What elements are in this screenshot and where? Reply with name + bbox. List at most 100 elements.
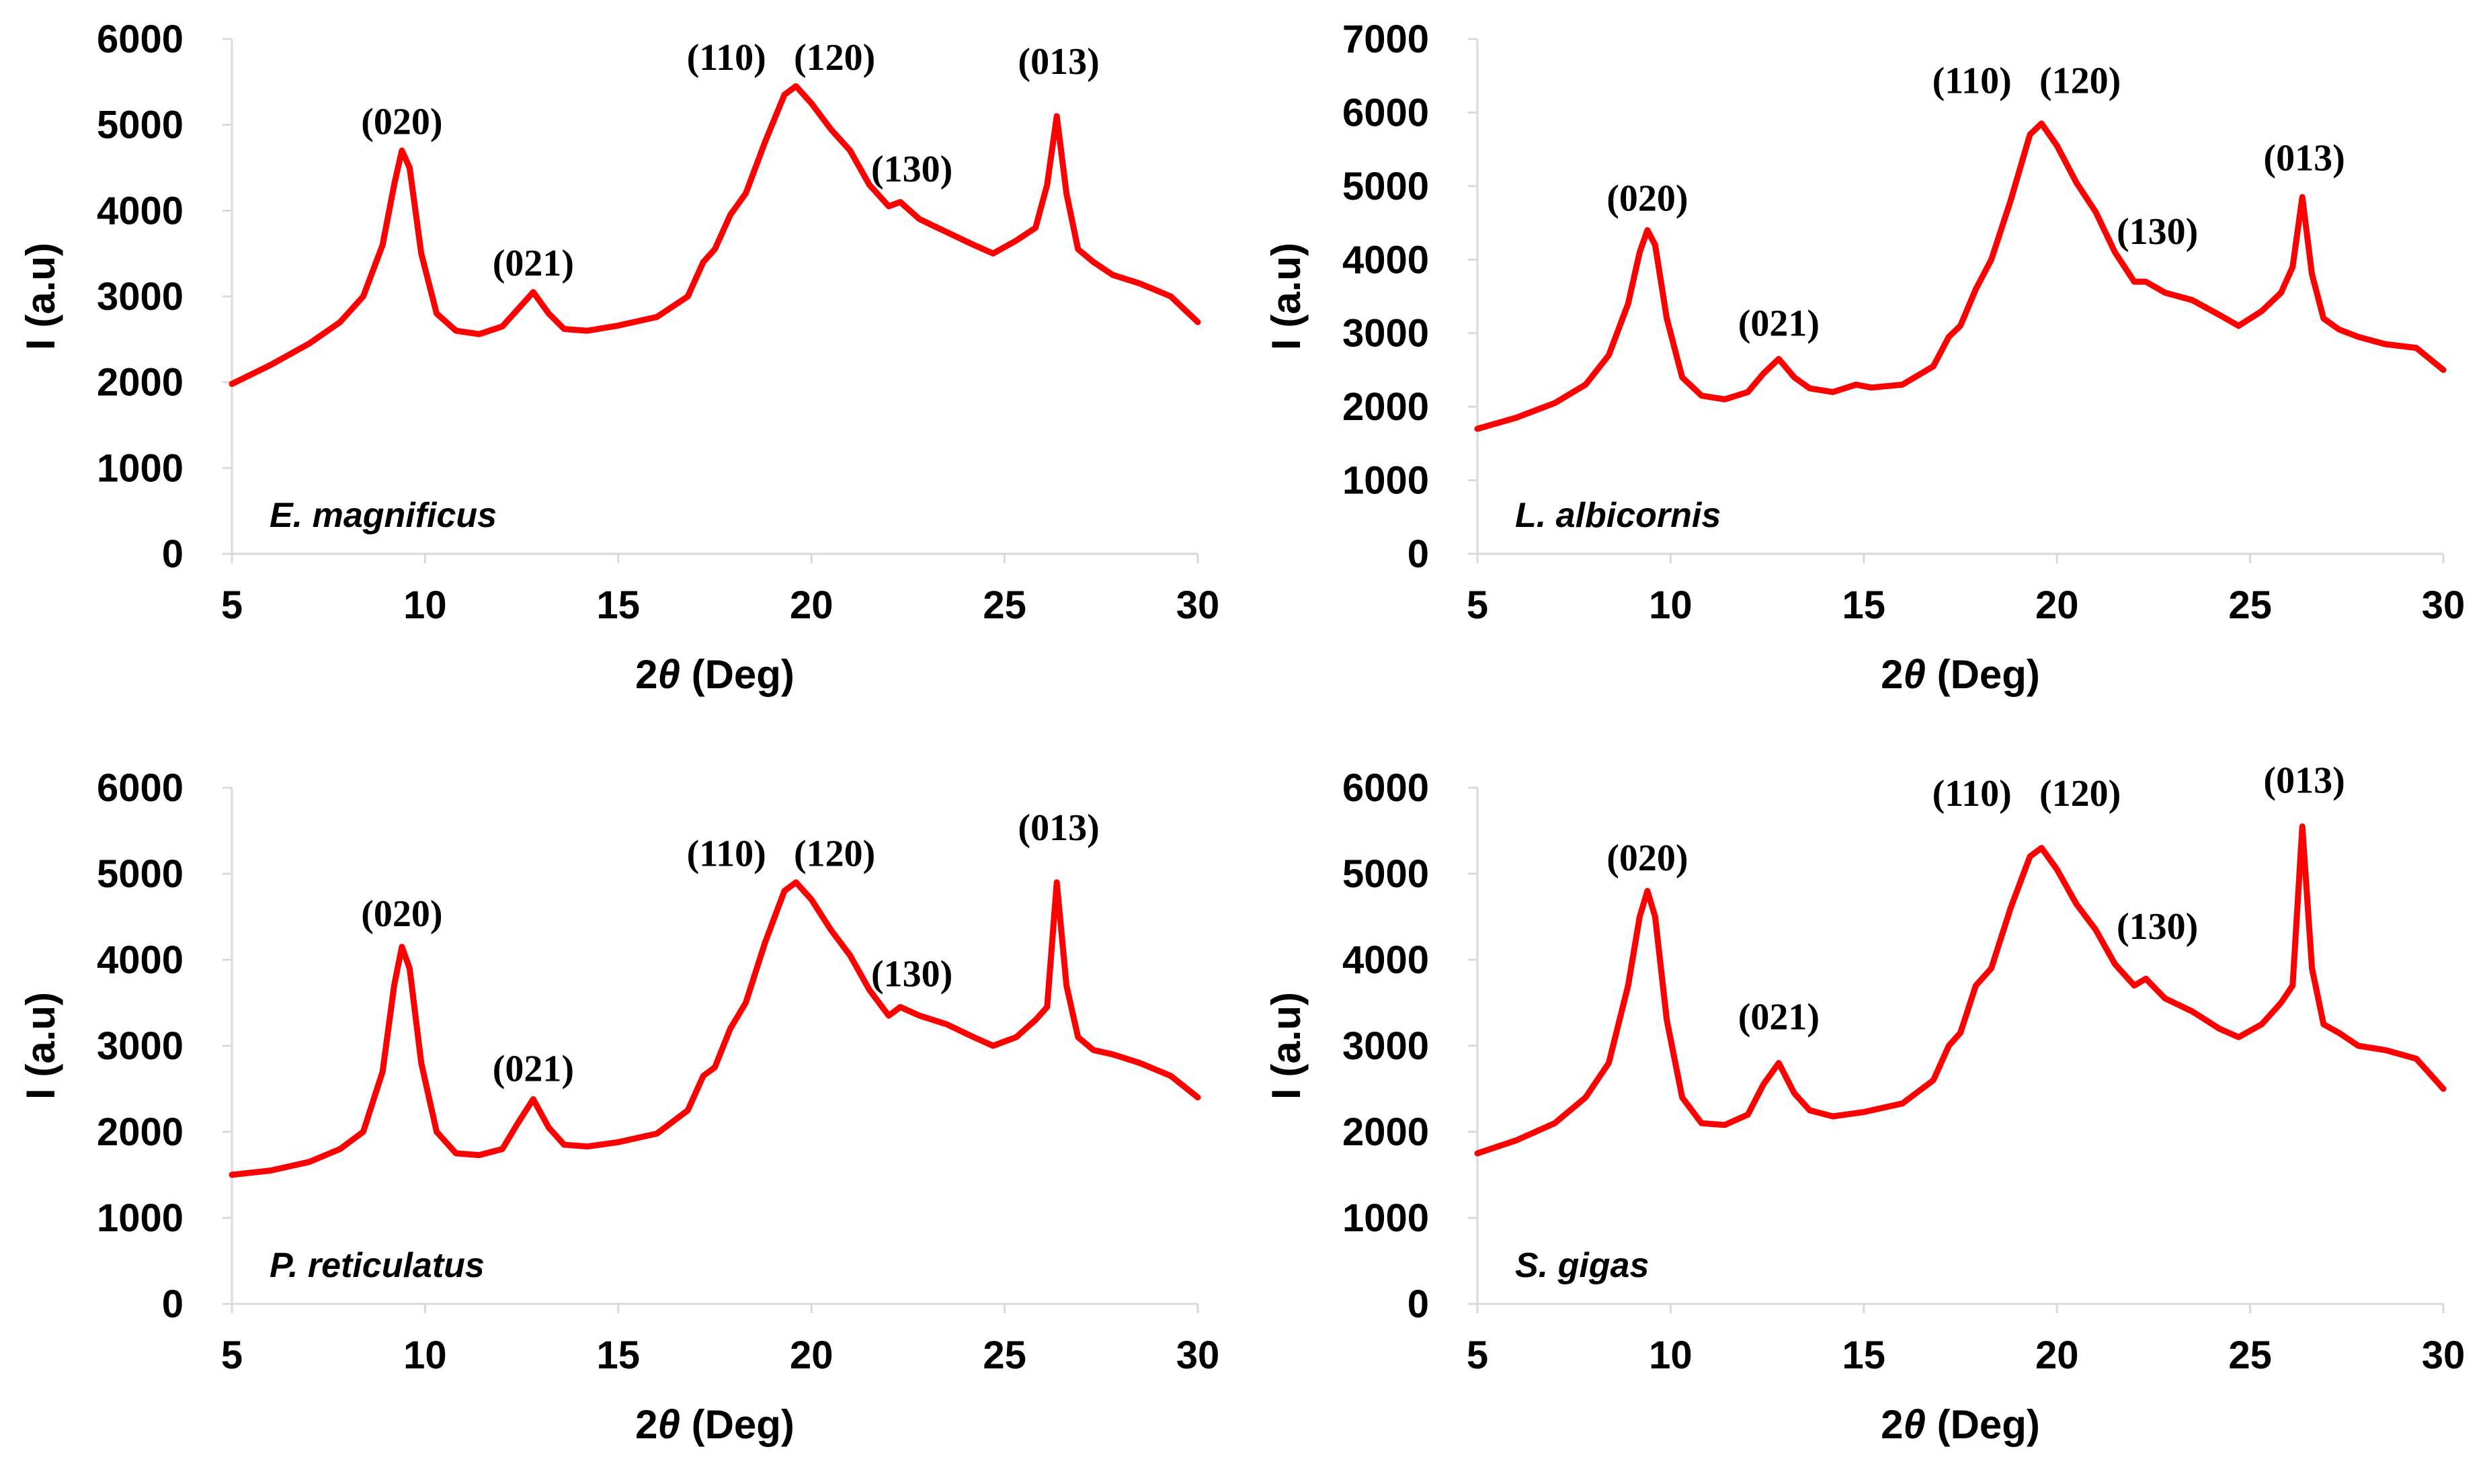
y-tick-label: 1000	[1342, 459, 1429, 503]
x-tick-label: 20	[790, 583, 833, 627]
peak-annotation: (013)	[2263, 137, 2345, 179]
peak-annotation: (013)	[1018, 807, 1099, 849]
x-axis-title-prefix: 2	[635, 1402, 657, 1447]
chart-panel-bottom-right: 0 1000 2000 3000 4000 5000 6000 5 10 15 20 25 30 2θ (…	[1264, 760, 2465, 1447]
x-axis-title-symbol: θ	[657, 652, 680, 697]
x-tick-label: 5	[1467, 583, 1488, 627]
y-tick-label: 0	[162, 1282, 184, 1326]
sample-label: S. gigas	[1515, 1246, 1649, 1285]
y-tick-label: 0	[162, 532, 184, 576]
x-tick-label: 15	[597, 583, 641, 627]
peak-annotation: (020)	[1606, 837, 1688, 879]
y-tick-label: 3000	[1342, 312, 1429, 356]
peak-annotation: (021)	[493, 1048, 574, 1089]
x-axis-title: 2θ (Deg)	[1881, 652, 2040, 697]
y-tick-label: 5000	[97, 852, 184, 896]
peak-annotation: (110)	[1932, 60, 2012, 101]
y-tick-label: 3000	[97, 1024, 184, 1068]
x-axis-title-prefix: 2	[635, 652, 657, 697]
x-axis-title: 2θ (Deg)	[1881, 1402, 2040, 1447]
peak-annotation: (120)	[2039, 60, 2121, 101]
y-tick-label: 4000	[1342, 938, 1429, 982]
y-tick-label: 3000	[97, 275, 184, 319]
x-tick-label: 10	[403, 1333, 447, 1377]
x-axis-title-suffix: (Deg)	[680, 1402, 795, 1447]
x-tick-label: 5	[221, 583, 243, 627]
y-axis-title: I (a.u)	[18, 243, 63, 350]
peak-annotation: (120)	[794, 833, 875, 874]
chart-panel-top-right: 0 1000 2000 3000 4000 5000 6000 7000 5 10 15 20 25 30…	[1264, 17, 2465, 697]
peak-annotation: (130)	[2117, 211, 2198, 253]
peak-annotation: (013)	[2263, 760, 2345, 802]
x-axis-title: 2θ (Deg)	[635, 1402, 795, 1447]
y-tick-label: 0	[1408, 1282, 1429, 1326]
peak-annotation: (013)	[1018, 41, 1099, 83]
x-tick-label: 10	[1649, 1333, 1693, 1377]
x-tick-label: 30	[1176, 583, 1220, 627]
peak-annotation: (130)	[871, 149, 952, 190]
x-tick-label: 5	[221, 1333, 243, 1377]
x-tick-label: 25	[983, 1333, 1026, 1377]
sample-label: P. reticulatus	[270, 1246, 485, 1285]
y-tick-label: 5000	[1342, 852, 1429, 896]
peak-annotation: (021)	[1738, 303, 1820, 345]
peak-annotation: (130)	[871, 954, 952, 995]
peak-annotation: (110)	[687, 37, 766, 79]
y-tick-label: 2000	[1342, 1110, 1429, 1154]
x-tick-label: 20	[790, 1333, 833, 1377]
peak-annotation: (120)	[2039, 773, 2121, 815]
x-axis-title-symbol: θ	[1903, 1402, 1925, 1447]
y-tick-label: 6000	[1342, 766, 1429, 810]
y-tick-label: 4000	[1342, 238, 1429, 282]
x-tick-label: 15	[1842, 583, 1886, 627]
peak-annotation: (021)	[1738, 997, 1820, 1038]
y-tick-label: 6000	[97, 766, 184, 810]
x-axis-title-prefix: 2	[1881, 1402, 1903, 1447]
x-tick-label: 15	[1842, 1333, 1886, 1377]
x-axis-title-symbol: θ	[657, 1402, 680, 1447]
y-tick-label: 0	[1408, 532, 1429, 576]
y-tick-label: 7000	[1342, 17, 1429, 61]
x-axis-title-suffix: (Deg)	[1926, 1402, 2040, 1447]
x-axis-title-suffix: (Deg)	[1926, 652, 2040, 697]
y-tick-label: 2000	[97, 361, 184, 405]
y-tick-label: 5000	[1342, 165, 1429, 208]
x-tick-label: 10	[403, 583, 447, 627]
y-tick-label: 4000	[97, 938, 184, 982]
x-tick-label: 30	[2422, 1333, 2466, 1377]
x-tick-label: 20	[2035, 583, 2079, 627]
series-line-0	[1474, 823, 2447, 1157]
series-line-0	[229, 879, 1201, 1178]
peak-annotation: (110)	[687, 833, 766, 874]
x-axis-title-prefix: 2	[1881, 652, 1903, 697]
x-axis-title-suffix: (Deg)	[680, 652, 795, 697]
x-tick-label: 25	[983, 583, 1026, 627]
y-tick-label: 6000	[1342, 91, 1429, 134]
peak-annotation: (020)	[1606, 178, 1688, 220]
x-tick-label: 10	[1649, 583, 1693, 627]
x-axis-title: 2θ (Deg)	[635, 652, 795, 697]
y-axis-title: I (a.u)	[1264, 992, 1309, 1100]
x-tick-label: 15	[597, 1333, 641, 1377]
x-tick-label: 25	[2228, 1333, 2272, 1377]
y-axis-title: I (a.u)	[1264, 243, 1309, 350]
y-tick-label: 4000	[97, 189, 184, 233]
peak-annotation: (110)	[1932, 773, 2012, 815]
series-line-0	[229, 83, 1201, 387]
series-line-0	[1474, 120, 2447, 432]
peak-annotation: (020)	[361, 101, 442, 143]
y-tick-label: 5000	[97, 104, 184, 147]
x-tick-label: 5	[1467, 1333, 1488, 1377]
sample-label: E. magnificus	[270, 496, 497, 535]
y-axis-title: I (a.u)	[18, 992, 63, 1100]
y-tick-label: 6000	[97, 17, 184, 61]
peak-annotation: (021)	[493, 243, 574, 284]
chart-panel-bottom-left: 0 1000 2000 3000 4000 5000 6000 5 10 15 20 25 30 2θ (…	[18, 766, 1219, 1447]
x-tick-label: 20	[2035, 1333, 2079, 1377]
chart-panel-top-left: 0 1000 2000 3000 4000 5000 6000 5 10 15 20 25 30 2θ (…	[18, 17, 1219, 697]
y-tick-label: 1000	[97, 1196, 184, 1240]
y-tick-label: 2000	[97, 1110, 184, 1154]
y-tick-label: 3000	[1342, 1024, 1429, 1068]
peak-annotation: (130)	[2117, 906, 2198, 948]
x-tick-label: 30	[1176, 1333, 1220, 1377]
